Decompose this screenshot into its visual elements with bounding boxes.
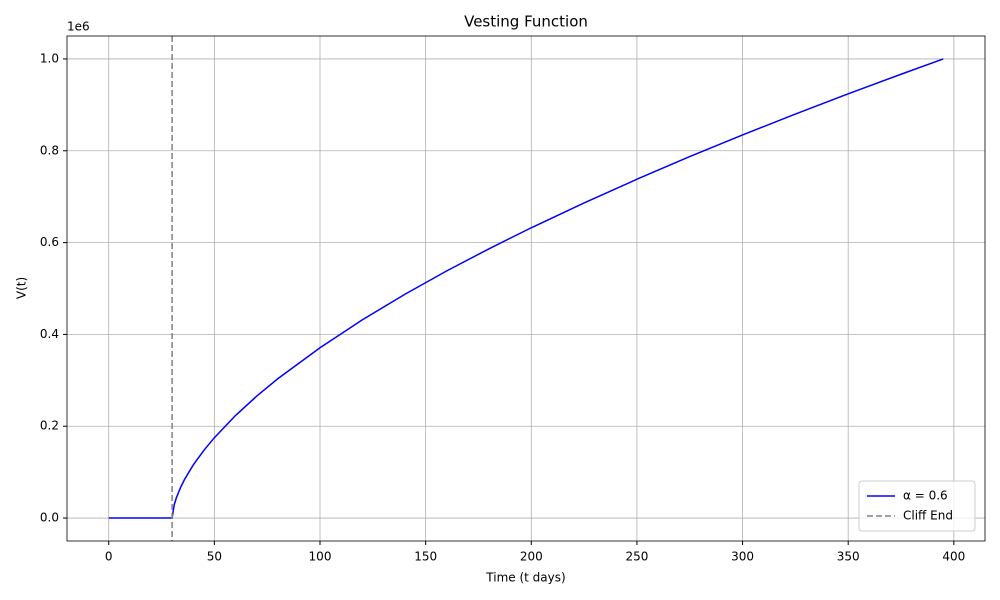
legend-label: α = 0.6	[903, 489, 948, 503]
legend: α = 0.6 Cliff End	[858, 480, 976, 532]
legend-box	[858, 480, 976, 532]
x-tick-label: 50	[207, 550, 222, 564]
y-tick-label: 0.8	[40, 143, 59, 157]
y-tick-label: 0.4	[40, 327, 59, 341]
plot-frame	[66, 35, 986, 542]
y-tick-label: 0.6	[40, 235, 59, 249]
y-tick-label: 0.2	[40, 419, 59, 433]
x-tick-label: 200	[520, 550, 543, 564]
data-line	[108, 58, 944, 519]
x-axis-label: Time (t days)	[485, 571, 565, 585]
x-tick-label: 0	[105, 550, 113, 564]
x-tick-label: 100	[309, 550, 332, 564]
legend-label: Cliff End	[903, 509, 953, 523]
x-tick-label: 300	[731, 550, 754, 564]
x-tick-label: 250	[625, 550, 648, 564]
x-tick-label: 350	[837, 550, 860, 564]
y-axis-label: V(t)	[15, 277, 29, 299]
y-tick-label: 0.0	[40, 511, 59, 525]
x-tick-label: 400	[942, 550, 965, 564]
y-tick-label: 1.0	[40, 51, 59, 65]
x-tick-label: 150	[414, 550, 437, 564]
y-offset-label: 1e6	[67, 20, 90, 34]
chart-title: Vesting Function	[464, 13, 588, 31]
